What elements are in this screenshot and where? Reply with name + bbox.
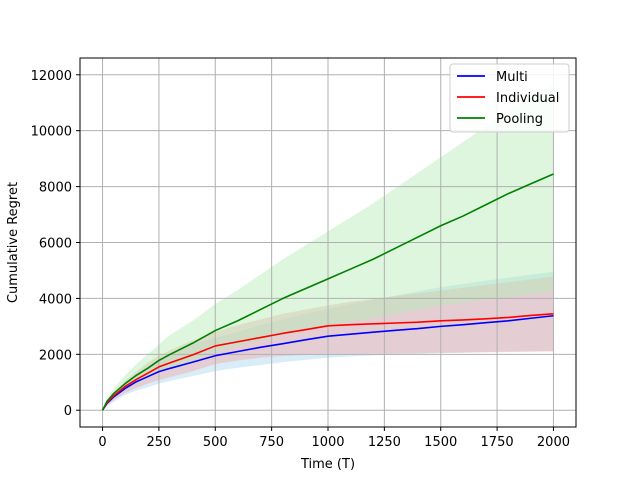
x-axis-label: Time (T) [300,457,355,472]
legend-box [449,63,570,133]
line-pooling [101,173,554,411]
y-tick-label: 4000 [39,292,72,307]
x-tick-label: 2000 [537,435,570,450]
x-tick-label: 500 [203,435,228,450]
y-tick-label: 8000 [39,181,72,196]
y-tick-label: 2000 [39,348,72,363]
legend-label-multi: Multi [496,70,528,85]
y-tick-label: 10000 [31,125,72,140]
y-tick-label: 6000 [39,237,72,252]
legend-label-individual: Individual [496,91,559,106]
y-tick-label: 0 [64,404,72,419]
x-tick-label: 1500 [424,435,457,450]
x-tick-label: 250 [146,435,171,450]
x-tick-label: 0 [98,435,106,450]
x-tick-label: 1250 [368,435,401,450]
y-axis-ticks: 0 2000 4000 6000 8000 10000 12000 [31,69,80,419]
line-multi [101,314,554,411]
legend-label-pooling: Pooling [496,112,543,127]
x-tick-label: 1750 [481,435,514,450]
series-lines [101,173,554,411]
legend: Multi Individual Pooling [449,63,570,133]
x-tick-label: 1000 [311,435,344,450]
x-tick-label: 750 [259,435,284,450]
line-individual [101,312,554,411]
grid-lines [80,58,576,427]
y-tick-label: 12000 [31,69,72,84]
x-axis-ticks: 0 250 500 750 1000 1250 1500 1750 2000 [98,427,570,450]
y-axis-label: Cumulative Regret [6,182,21,303]
